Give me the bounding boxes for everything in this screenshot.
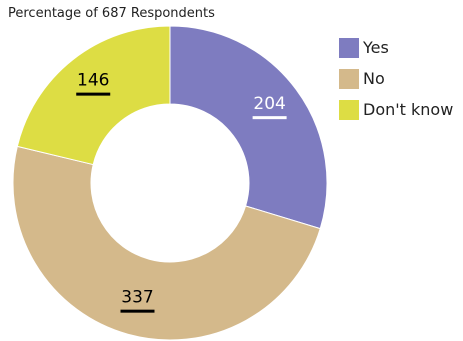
legend-item-dont-know: Don't know (339, 94, 453, 125)
legend-item-no: No (339, 63, 453, 94)
legend-label-dont-know: Don't know (363, 100, 454, 119)
legend: Yes No Don't know (339, 32, 453, 125)
chart-subtitle: Percentage of 687 Respondents (8, 6, 215, 21)
data-label-no: 337 (121, 288, 153, 308)
legend-label-yes: Yes (363, 38, 389, 57)
legend-item-yes: Yes (339, 32, 453, 63)
legend-swatch-dont-know (339, 99, 359, 120)
legend-swatch-no (339, 68, 359, 89)
data-label-underline-yes (252, 116, 287, 120)
data-label-yes: 204 (253, 94, 285, 114)
data-label-don-t-know: 146 (77, 71, 109, 91)
legend-swatch-yes (339, 37, 359, 58)
legend-label-no: No (363, 69, 385, 88)
data-label-underline-don-t-know (76, 92, 111, 96)
slice-yes (169, 25, 328, 230)
slice-no (12, 145, 321, 341)
data-label-underline-no (120, 309, 155, 313)
